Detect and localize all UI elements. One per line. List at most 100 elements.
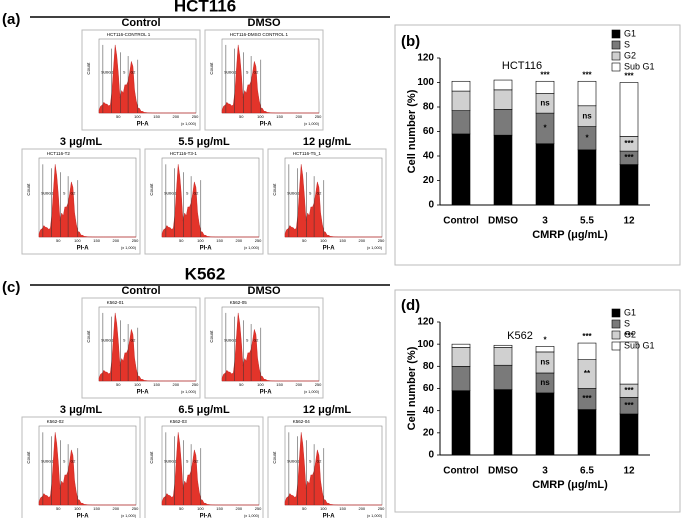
legend-label: Sub G1: [624, 340, 655, 350]
histogram-x-tick: 100: [134, 382, 141, 387]
chart-title: HCT116: [502, 60, 542, 72]
histogram-x-tick: 150: [339, 238, 346, 243]
significance-label: ***: [540, 70, 550, 79]
significance-label: ns: [540, 358, 550, 367]
histogram-x-tick: 150: [276, 382, 283, 387]
y-tick-label: 40: [423, 405, 435, 416]
histogram-frame: [267, 148, 387, 255]
histogram-x-label: PI-A: [260, 122, 273, 128]
significance-label: **: [584, 369, 591, 378]
gate-label: S: [186, 192, 189, 196]
histogram-x-tick: 100: [197, 506, 204, 511]
bar-segment: [493, 347, 513, 366]
histogram-distribution: [221, 44, 319, 114]
significance-label: ***: [624, 72, 634, 81]
histogram-x-tick: 200: [172, 382, 179, 387]
histogram-x-label: PI-A: [77, 246, 90, 252]
legend-label: G2: [624, 50, 636, 60]
histogram-x-tick: 250: [255, 238, 262, 243]
significance-label: *: [543, 335, 547, 344]
significance-label: ***: [624, 401, 634, 410]
histogram-y-label: Count: [272, 183, 277, 196]
significance-label: **: [584, 173, 591, 182]
histogram-x-tick: 250: [378, 506, 385, 511]
y-tick-label: 40: [423, 151, 435, 162]
bar-segment: [451, 347, 471, 367]
x-tick-label: 3: [542, 216, 548, 227]
gate-label: S: [186, 460, 189, 464]
panel-label: (d): [401, 297, 420, 314]
histogram-x-tick: 50: [56, 238, 61, 243]
bar-segment: [451, 110, 471, 135]
histogram-sample: K562-02: [47, 419, 65, 424]
histogram-x-tick: 250: [192, 382, 199, 387]
panel-title: HCT116: [174, 0, 236, 15]
bar-segment: [577, 342, 597, 360]
legend-swatch: [611, 29, 621, 39]
histogram-x-tick: 100: [74, 238, 81, 243]
y-tick-label: 20: [423, 427, 435, 438]
bar-segment: [451, 343, 471, 348]
histogram-distribution: [98, 312, 196, 382]
histogram-x-scale: (x 1,000): [181, 122, 197, 126]
histogram-x-tick: 100: [74, 506, 81, 511]
histogram-x-label: PI-A: [200, 514, 213, 518]
gate-label: G2: [317, 192, 322, 196]
histogram-x-label: PI-A: [323, 246, 336, 252]
bar-segment: [535, 346, 555, 353]
histogram-y-label: Count: [209, 62, 214, 75]
histogram-sample: K562-05: [230, 300, 248, 305]
histogram-distribution: [284, 432, 382, 506]
bar-segment: [493, 389, 513, 456]
significance-label: *: [543, 124, 547, 133]
gate-label: SUBG1: [41, 192, 53, 196]
histogram-x-tick: 50: [239, 114, 244, 119]
histogram-caption: 3 μg/mL: [60, 136, 102, 148]
legend-label: G1: [624, 28, 636, 38]
legend-swatch: [611, 40, 621, 50]
histogram-sample: HCT116-T3-1: [170, 151, 198, 156]
histogram-x-tick: 200: [358, 238, 365, 243]
histogram-x-tick: 150: [93, 506, 100, 511]
histogram-x-scale: (x 1,000): [304, 122, 320, 126]
gate-label: SUBG1: [41, 460, 53, 464]
legend-label: S: [624, 39, 630, 49]
y-tick-label: 120: [417, 53, 434, 64]
y-axis-title: Cell number (%): [406, 89, 418, 173]
histogram-caption: 12 μg/mL: [303, 404, 352, 416]
histogram-x-tick: 250: [132, 238, 139, 243]
gate-label: S: [246, 338, 249, 342]
histogram-x-scale: (x 1,000): [304, 390, 320, 394]
histogram-x-tick: 250: [315, 382, 322, 387]
histogram-distribution: [38, 164, 136, 238]
significance-label: ***: [624, 139, 634, 148]
bar-segment: [493, 79, 513, 91]
bar-segment: [619, 82, 639, 137]
y-tick-label: 80: [423, 102, 435, 113]
histogram-caption: 12 μg/mL: [303, 136, 352, 148]
bar-segment: [493, 364, 513, 390]
histogram-x-tick: 200: [235, 506, 242, 511]
significance-label: ns: [582, 111, 592, 120]
histogram-x-label: PI-A: [137, 390, 150, 396]
histogram-x-tick: 100: [197, 238, 204, 243]
significance-label: ***: [624, 331, 634, 340]
histogram-distribution: [161, 432, 259, 506]
significance-label: *: [585, 133, 589, 142]
bar-segment: [493, 344, 513, 348]
gate-label: SUBG1: [287, 192, 299, 196]
x-tick-label: 12: [623, 466, 635, 477]
histogram-x-tick: 250: [255, 506, 262, 511]
histogram-caption: 6.5 μg/mL: [178, 404, 230, 416]
gate-label: G2: [317, 460, 322, 464]
histogram-x-label: PI-A: [200, 246, 213, 252]
histogram-sample: HCT116-CONTROL 1: [107, 32, 151, 37]
legend-swatch: [611, 341, 621, 351]
histogram-x-tick: 200: [295, 382, 302, 387]
histogram-sample: HCT116-DMSO CONTROL 1: [230, 32, 289, 37]
histogram-x-tick: 150: [216, 506, 223, 511]
x-tick-label: 12: [623, 216, 635, 227]
legend-label: S: [624, 318, 630, 328]
histogram-x-tick: 50: [116, 114, 121, 119]
